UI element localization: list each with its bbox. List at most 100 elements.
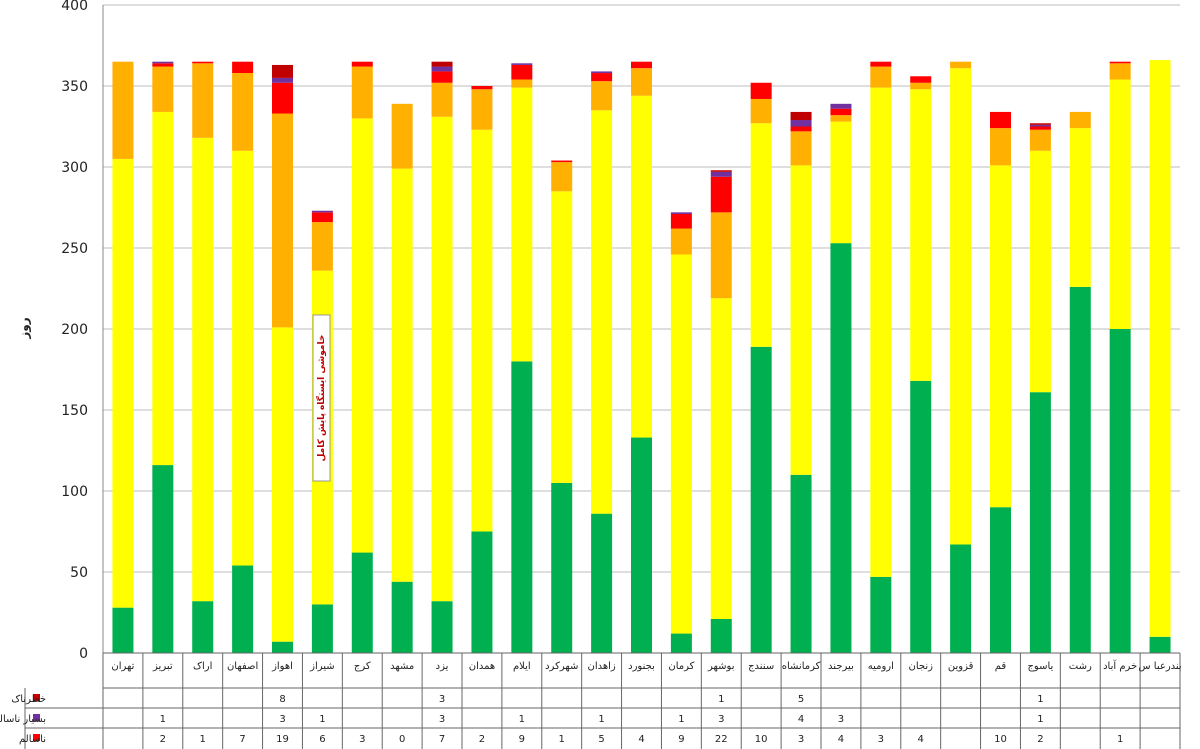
x-tick-label: بندرعبا س (1138, 661, 1181, 672)
table-cell: 19 (276, 734, 289, 745)
bar-segment (670, 228, 692, 255)
x-tick-label: اراک (193, 661, 212, 672)
x-tick-label: خرم آباد (1103, 659, 1137, 672)
bar-segment (232, 61, 254, 74)
bar-segment (471, 531, 493, 653)
bar-segment (1069, 111, 1091, 129)
bar-segment (790, 126, 812, 132)
bar-segment (511, 87, 533, 362)
bar-segment (631, 68, 652, 96)
table-cell: 1 (1117, 734, 1123, 745)
table-cell: 3 (798, 734, 804, 745)
bar-segment (152, 63, 174, 67)
x-tick-label: کرج (354, 661, 371, 672)
x-tick-label: تبریز (152, 661, 173, 672)
table-cell: 8 (279, 694, 285, 705)
y-tick-label: 150 (61, 403, 88, 419)
bar-segment (431, 82, 453, 117)
bar-segment (112, 607, 134, 653)
bar-segment (192, 137, 214, 602)
bar-segment (511, 63, 533, 65)
bar-segment (790, 165, 812, 475)
bar-segment (631, 95, 652, 438)
table-cell: 4 (838, 734, 844, 745)
table-cell: 1 (200, 734, 206, 745)
bar-segment (431, 71, 453, 83)
table-cell: 10 (994, 734, 1007, 745)
bar-segment (591, 71, 613, 74)
data-table: تهران تبریز اراک اصفهان اهواز شیراز کرج مشهد یزد… (0, 652, 1182, 749)
table-cell: 3 (439, 714, 445, 725)
y-tick-label: 400 (61, 0, 88, 14)
bar-segment (551, 191, 573, 483)
bar-segment (990, 165, 1011, 508)
table-cell: 9 (519, 734, 525, 745)
bar-segment (1029, 392, 1051, 653)
bar-segment (1069, 286, 1091, 653)
x-tick-label: بجنورد (628, 661, 655, 672)
x-tick-label: کرمان (668, 661, 694, 672)
y-tick-label: 200 (61, 322, 88, 338)
x-tick-label: یاسوج (1027, 661, 1053, 672)
table-cell: 9 (678, 734, 684, 745)
bar-segment (351, 118, 373, 553)
bar-segment (471, 89, 493, 130)
x-tick-label: شهرکرد (545, 661, 578, 672)
bar-segment (790, 120, 812, 127)
legend-label: بسیار ناسالم (0, 714, 46, 725)
bar-segment (112, 61, 134, 159)
legend-swatch (33, 694, 40, 701)
y-axis-label: روز (17, 317, 32, 339)
bar-segment (272, 641, 293, 653)
bar-segment (710, 176, 732, 213)
x-tick-label: بیرجند (828, 661, 854, 672)
table-cell: 7 (239, 734, 245, 745)
bar-segment (1109, 79, 1131, 330)
bar-segment (351, 61, 373, 67)
bar-segment (272, 113, 293, 328)
bar-segment (152, 465, 174, 653)
bar-segment (790, 111, 812, 121)
bar-segment (990, 507, 1011, 653)
bar-segment (471, 86, 493, 90)
x-tick-label: قم (995, 661, 1007, 672)
outage-annotation: خاموشی ایستگاه پایش کامل (312, 314, 331, 482)
x-tick-label: اصفهان (227, 661, 258, 672)
table-cell: 1 (1037, 694, 1043, 705)
table-cell: 5 (598, 734, 604, 745)
x-tick-label: بوشهر (707, 661, 734, 672)
bar-segment (990, 128, 1011, 166)
table-cell: 2 (479, 734, 485, 745)
y-tick-label: 0 (79, 646, 88, 662)
table-cell: 3 (439, 694, 445, 705)
table-cell: 1 (718, 694, 724, 705)
table-cell: 3 (359, 734, 365, 745)
bar-segment (551, 160, 573, 163)
bar-segment (1029, 150, 1051, 393)
bar-segment (152, 61, 174, 64)
x-tick-label: زنجان (908, 661, 933, 672)
bar-segment (311, 210, 333, 213)
bar-segment (192, 61, 214, 64)
table-cell: 2 (1037, 734, 1043, 745)
bar-segment (910, 89, 932, 381)
bar-segment (830, 121, 852, 244)
x-tick-label: تهران (111, 661, 134, 672)
x-tick-label: یزد (436, 661, 449, 672)
y-tick-label: 250 (61, 241, 88, 257)
bar-segment (950, 544, 972, 653)
bar-segment (1029, 124, 1051, 127)
bar-segment (431, 601, 453, 653)
x-tick-label: رشت (1069, 661, 1092, 672)
bar-segment (1029, 129, 1051, 151)
bar-segment (112, 158, 134, 608)
y-tick-label: 300 (61, 160, 88, 176)
bar-segment (311, 212, 333, 223)
bar-segment (1149, 60, 1171, 637)
bar-segment (511, 361, 533, 653)
bar-segment (710, 171, 732, 177)
table-cell: 4 (798, 714, 804, 725)
bar-segment (750, 123, 772, 347)
bar-segment (591, 81, 613, 111)
